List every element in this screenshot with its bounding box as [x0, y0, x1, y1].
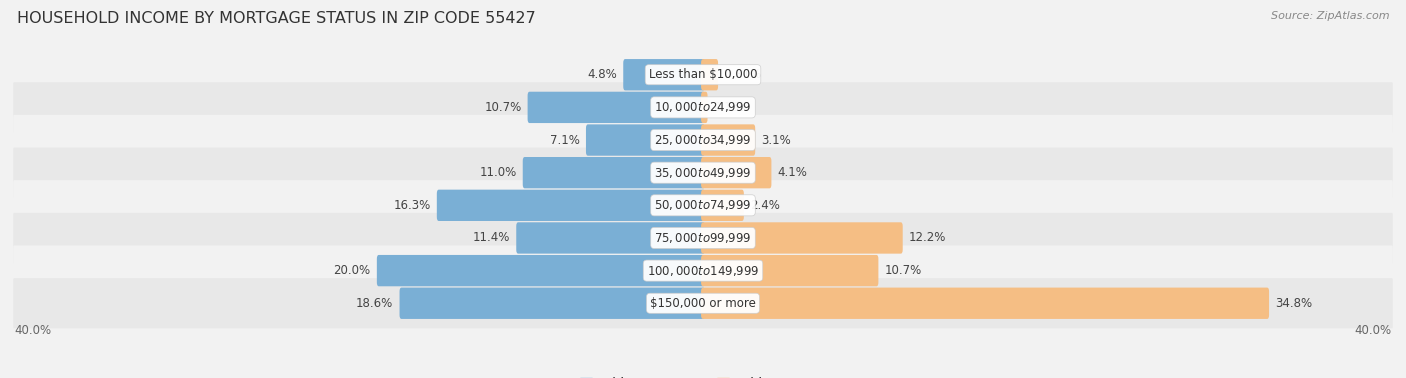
Text: 4.1%: 4.1% — [778, 166, 807, 179]
FancyBboxPatch shape — [702, 190, 744, 221]
FancyBboxPatch shape — [13, 147, 1393, 198]
Text: 0.81%: 0.81% — [724, 68, 762, 81]
Text: $25,000 to $34,999: $25,000 to $34,999 — [654, 133, 752, 147]
FancyBboxPatch shape — [702, 222, 903, 254]
FancyBboxPatch shape — [377, 255, 704, 286]
Text: $150,000 or more: $150,000 or more — [650, 297, 756, 310]
Text: 18.6%: 18.6% — [356, 297, 394, 310]
Text: 11.0%: 11.0% — [479, 166, 516, 179]
Text: 16.3%: 16.3% — [394, 199, 430, 212]
Text: $50,000 to $74,999: $50,000 to $74,999 — [654, 198, 752, 212]
FancyBboxPatch shape — [586, 124, 704, 156]
Text: 10.7%: 10.7% — [884, 264, 922, 277]
Text: 0.16%: 0.16% — [714, 101, 751, 114]
Text: $10,000 to $24,999: $10,000 to $24,999 — [654, 101, 752, 115]
Legend: Without Mortgage, With Mortgage: Without Mortgage, With Mortgage — [581, 377, 825, 378]
Text: 20.0%: 20.0% — [333, 264, 371, 277]
FancyBboxPatch shape — [13, 50, 1393, 100]
Text: 7.1%: 7.1% — [550, 133, 579, 147]
FancyBboxPatch shape — [702, 157, 772, 188]
FancyBboxPatch shape — [702, 124, 755, 156]
Text: 40.0%: 40.0% — [14, 324, 51, 336]
FancyBboxPatch shape — [399, 288, 704, 319]
FancyBboxPatch shape — [13, 245, 1393, 296]
Text: 10.7%: 10.7% — [484, 101, 522, 114]
Text: Source: ZipAtlas.com: Source: ZipAtlas.com — [1271, 11, 1389, 21]
FancyBboxPatch shape — [516, 222, 704, 254]
Text: 40.0%: 40.0% — [1355, 324, 1392, 336]
FancyBboxPatch shape — [13, 278, 1393, 328]
Text: HOUSEHOLD INCOME BY MORTGAGE STATUS IN ZIP CODE 55427: HOUSEHOLD INCOME BY MORTGAGE STATUS IN Z… — [17, 11, 536, 26]
FancyBboxPatch shape — [437, 190, 704, 221]
FancyBboxPatch shape — [702, 92, 707, 123]
FancyBboxPatch shape — [13, 82, 1393, 133]
Text: 34.8%: 34.8% — [1275, 297, 1312, 310]
FancyBboxPatch shape — [702, 255, 879, 286]
FancyBboxPatch shape — [527, 92, 704, 123]
FancyBboxPatch shape — [13, 180, 1393, 231]
Text: $100,000 to $149,999: $100,000 to $149,999 — [647, 263, 759, 277]
Text: 3.1%: 3.1% — [762, 133, 792, 147]
FancyBboxPatch shape — [523, 157, 704, 188]
FancyBboxPatch shape — [13, 115, 1393, 165]
Text: Less than $10,000: Less than $10,000 — [648, 68, 758, 81]
FancyBboxPatch shape — [13, 213, 1393, 263]
Text: $35,000 to $49,999: $35,000 to $49,999 — [654, 166, 752, 180]
Text: 2.4%: 2.4% — [749, 199, 780, 212]
Text: 11.4%: 11.4% — [472, 231, 510, 245]
Text: 12.2%: 12.2% — [908, 231, 946, 245]
Text: $75,000 to $99,999: $75,000 to $99,999 — [654, 231, 752, 245]
FancyBboxPatch shape — [623, 59, 704, 90]
FancyBboxPatch shape — [702, 288, 1270, 319]
Text: 4.8%: 4.8% — [588, 68, 617, 81]
FancyBboxPatch shape — [702, 59, 718, 90]
